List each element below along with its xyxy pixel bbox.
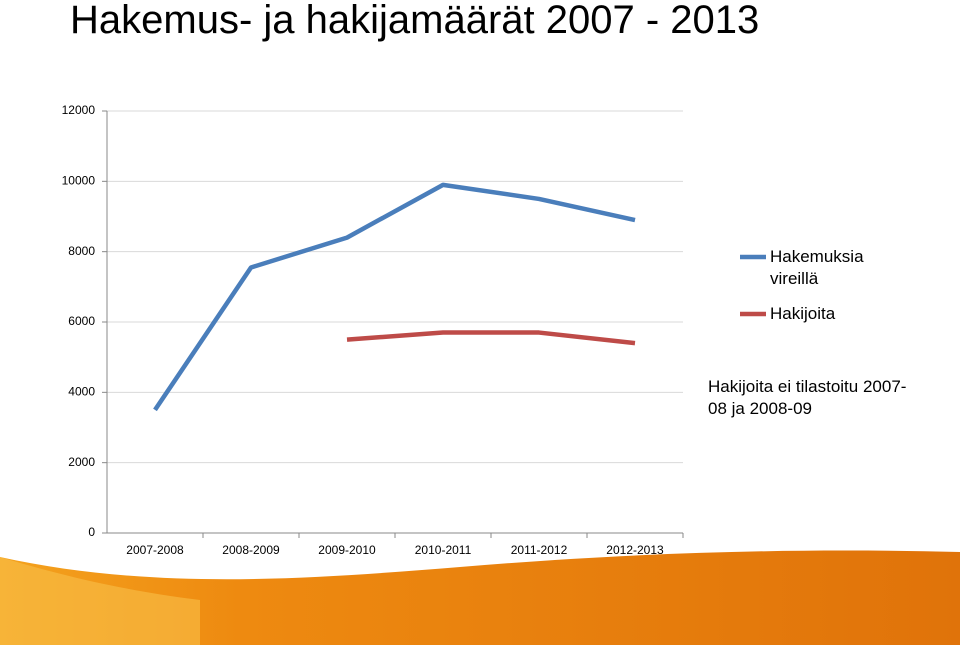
x-tick-label: 2008-2009 (222, 543, 280, 557)
x-tick-label: 2007-2008 (126, 543, 184, 557)
legend-label: Hakemuksia vireillä (770, 247, 864, 288)
data-line (346, 330, 636, 346)
y-tick-label: 0 (88, 525, 95, 539)
legend-label: Hakijoita (770, 304, 836, 323)
y-tick-label: 10000 (62, 174, 96, 188)
x-tick-label: 2009-2010 (318, 543, 376, 557)
x-tick-label: 2011-2012 (511, 543, 568, 557)
x-tick-label: 2012-2013 (606, 543, 664, 557)
y-tick-label: 4000 (68, 385, 95, 399)
data-line (153, 182, 636, 412)
decor-band-light (0, 557, 200, 645)
y-tick-label: 12000 (62, 103, 96, 117)
y-tick-label: 2000 (68, 455, 95, 469)
chart-title: Hakemus- ja hakijamäärät 2007 - 2013 (70, 0, 760, 42)
y-tick-label: 6000 (68, 314, 95, 328)
x-tick-label: 2010-2011 (415, 543, 472, 557)
annotation: Hakijoita ei tilastoitu 2007-08 ja 2008-… (708, 377, 907, 418)
decor-band (0, 550, 960, 645)
y-tick-label: 8000 (68, 244, 95, 258)
